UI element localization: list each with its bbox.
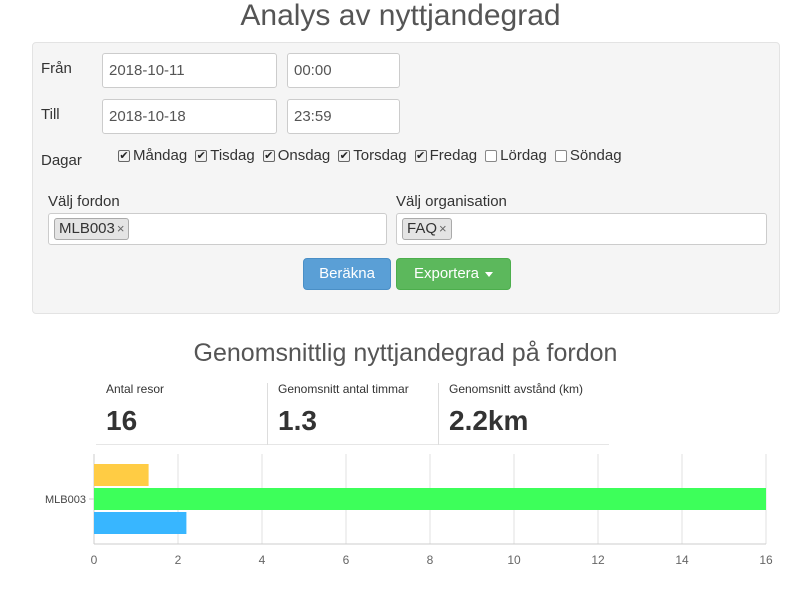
page-title: Analys av nyttjandegrad: [240, 0, 561, 32]
to-date-input[interactable]: 2018-10-18: [102, 99, 277, 134]
vehicle-tag: MLB003 ×: [54, 218, 130, 240]
caret-down-icon: [485, 271, 494, 277]
checkbox-icon[interactable]: ✔: [262, 149, 275, 162]
x-tick-label: 2: [175, 553, 182, 567]
day-checkbox-fredag[interactable]: ✔ Fredag: [414, 147, 478, 164]
to-time-input[interactable]: 23:59: [287, 99, 400, 134]
stat-avg-hours: Genomsnitt antal timmar 1.3: [268, 377, 438, 445]
day-checkbox-tisdag[interactable]: ✔ Tisdag: [195, 147, 255, 164]
vehicle-select[interactable]: MLB003 ×: [48, 213, 387, 245]
stat-avg-distance: Genomsnitt avstånd (km) 2.2km: [439, 377, 609, 445]
x-tick-label: 0: [91, 553, 98, 567]
x-tick-label: 8: [427, 553, 434, 567]
checkbox-icon[interactable]: ✔: [414, 149, 427, 162]
organisation-select[interactable]: FAQ ×: [396, 213, 767, 245]
filter-panel: Från 2018-10-11 00:00 Till 2018-10-18 23…: [32, 42, 780, 314]
from-time-input[interactable]: 00:00: [287, 53, 400, 88]
x-tick-label: 12: [591, 553, 605, 567]
export-button[interactable]: Exportera: [396, 258, 511, 290]
checkbox-icon[interactable]: ✔: [338, 149, 351, 162]
stat-trips: Antal resor 16: [96, 377, 267, 445]
day-checkbox-sondag[interactable]: Söndag: [554, 147, 622, 164]
vehicle-label: Välj fordon: [48, 193, 120, 210]
day-checkbox-lordag[interactable]: Lördag: [485, 147, 547, 164]
bar-mlb003-2: [94, 512, 187, 534]
checkbox-icon[interactable]: ✔: [118, 149, 130, 162]
day-checkbox-torsdag[interactable]: ✔ Torsdag: [338, 147, 407, 164]
section-title: Genomsnittlig nyttjandegrad på fordon: [193, 339, 618, 367]
bar-mlb003-0: [94, 464, 149, 486]
to-label: Till: [41, 106, 60, 123]
stat-divider: [267, 383, 268, 445]
checkbox-icon[interactable]: ✔: [195, 149, 208, 162]
usage-bar-chart: 0 2 4 6 8 10 12 14 16 MLB003: [45, 454, 773, 567]
checkbox-icon[interactable]: [485, 149, 498, 162]
organisation-label: Välj organisation: [396, 193, 507, 210]
days-label: Dagar: [41, 152, 82, 169]
organisation-tag: FAQ ×: [402, 218, 452, 240]
from-label: Från: [41, 60, 72, 77]
x-tick-label: 10: [507, 553, 521, 567]
days-checkbox-group: ✔ Måndag ✔ Tisdag ✔ Onsdag ✔ Torsdag ✔ Fredag…: [118, 147, 630, 164]
from-date-input[interactable]: 2018-10-11: [102, 53, 277, 88]
day-checkbox-mandag[interactable]: ✔ Måndag: [118, 147, 188, 164]
checkbox-icon[interactable]: [554, 149, 567, 162]
remove-tag-icon[interactable]: ×: [116, 221, 125, 236]
x-tick-label: 4: [259, 553, 266, 567]
stat-divider: [438, 383, 439, 445]
remove-tag-icon[interactable]: ×: [439, 221, 447, 236]
y-category-label: MLB003: [45, 494, 86, 506]
bar-mlb003-1: [94, 488, 766, 510]
x-tick-label: 14: [675, 553, 689, 567]
calculate-button[interactable]: Beräkna: [303, 258, 391, 290]
x-tick-label: 6: [343, 553, 350, 567]
day-checkbox-onsdag[interactable]: ✔ Onsdag: [262, 147, 331, 164]
x-tick-label: 16: [759, 553, 773, 567]
